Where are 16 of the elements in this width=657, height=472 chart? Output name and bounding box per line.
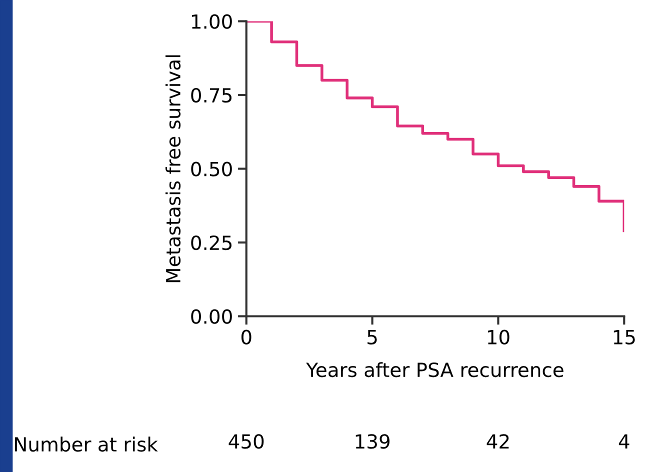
y-tick-label: 1.00 xyxy=(192,14,232,29)
x-tick-label: 15 xyxy=(614,330,635,344)
text: 139 xyxy=(356,434,390,449)
y-tick-label: 0.75 xyxy=(191,88,232,103)
y-axis-title: Metastasis free survival xyxy=(166,55,181,282)
x-tick-label: 5 xyxy=(368,330,377,344)
text: 450 xyxy=(228,434,264,449)
y-tick-label: 0.25 xyxy=(191,235,232,250)
x-tick-label: 0 xyxy=(241,330,252,344)
text: 4 xyxy=(618,434,630,449)
x-tick-label: 10 xyxy=(488,330,510,344)
y-tick-label: 0.00 xyxy=(191,309,232,324)
text: 42 xyxy=(486,434,509,449)
y-tick-label: 0.50 xyxy=(191,162,232,176)
text: Number at risk xyxy=(15,436,158,452)
x-axis-title: Years after PSA recurrence xyxy=(306,362,564,378)
